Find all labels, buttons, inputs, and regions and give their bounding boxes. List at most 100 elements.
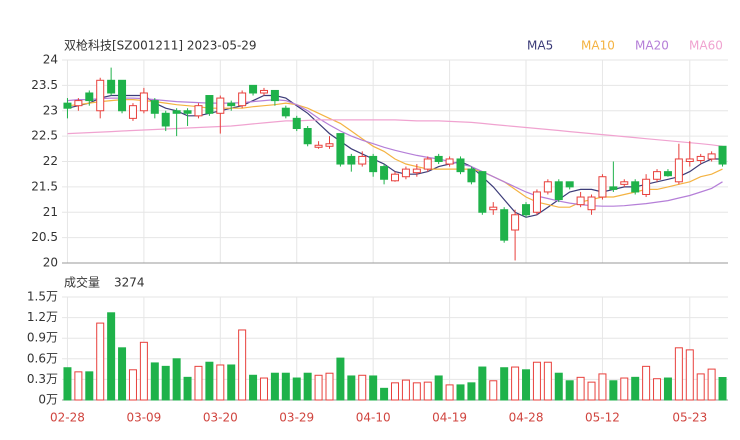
candle-body	[554, 181, 563, 201]
volume-last-value: 3274	[114, 276, 145, 290]
candle-body	[238, 92, 247, 107]
volume-bar	[609, 380, 618, 401]
y-tick-label: 22.5	[31, 129, 58, 143]
candle-body	[445, 158, 454, 165]
candle-body	[434, 155, 443, 163]
candle-body	[598, 176, 607, 198]
volume-bar	[445, 384, 454, 401]
candle-body	[63, 102, 72, 109]
volume-bar	[598, 373, 607, 401]
volume-bar	[249, 374, 258, 401]
candle-body	[401, 168, 410, 178]
volume-bar	[674, 347, 683, 401]
candle-body	[336, 133, 345, 165]
y-tick-label: 22	[43, 154, 58, 168]
volume-bar	[412, 382, 421, 401]
legend-entry: MA5	[527, 39, 553, 53]
legend-entry: MA20	[635, 39, 669, 53]
candle-body	[139, 92, 148, 112]
candle-body	[281, 107, 290, 117]
volume-bar	[685, 349, 694, 401]
volume-bar	[707, 368, 716, 401]
y-tick-label: 1.5万	[27, 290, 58, 304]
candle-body	[96, 79, 105, 112]
candle-body	[303, 128, 312, 145]
candle-body	[696, 155, 705, 161]
candle-body	[565, 181, 574, 188]
candle-body	[718, 145, 727, 165]
volume-bar	[467, 382, 476, 401]
candle-body	[85, 92, 94, 102]
x-tick-label: 05-12	[585, 411, 620, 425]
candle-body	[587, 196, 596, 211]
volume-bar	[554, 372, 563, 401]
candle-body	[369, 155, 378, 173]
volume-bar	[423, 381, 432, 401]
y-tick-label: 0.9万	[27, 331, 58, 345]
volume-bar	[511, 366, 520, 401]
candle-body	[292, 117, 301, 130]
x-tick-label: 04-28	[509, 411, 544, 425]
volume-bar	[161, 365, 170, 401]
volume-bar	[369, 375, 378, 401]
volume-bar	[139, 341, 148, 401]
volume-bar	[227, 364, 236, 401]
candle-body	[249, 84, 258, 94]
y-tick-label: 1.2万	[27, 310, 58, 324]
candle-body	[511, 214, 520, 231]
candle-body	[489, 206, 498, 211]
volume-title: 成交量	[64, 275, 100, 290]
volume-bar	[63, 367, 72, 401]
volume-bar	[543, 361, 552, 401]
candle-body	[642, 178, 651, 195]
x-tick-label: 03-20	[203, 411, 238, 425]
candle-body	[194, 105, 203, 117]
legend-entry: MA60	[689, 39, 723, 53]
y-tick-label: 20	[43, 256, 58, 270]
volume-bar	[478, 366, 487, 401]
candle-body	[467, 168, 476, 183]
volume-bar	[456, 384, 465, 401]
candle-body	[128, 105, 137, 119]
volume-bar	[391, 382, 399, 401]
candle-body	[380, 166, 389, 180]
candle-body	[259, 89, 268, 94]
candle-body	[456, 158, 465, 173]
volume-bar	[401, 379, 410, 401]
volume-bar	[489, 380, 498, 401]
candle-body	[172, 110, 181, 114]
ma-line	[67, 97, 723, 207]
volume-bar	[522, 369, 531, 401]
candle-body	[270, 89, 279, 102]
volume-bar	[434, 375, 443, 401]
volume-bar	[587, 381, 596, 401]
candle-body	[107, 79, 116, 94]
candle-body	[325, 143, 334, 147]
volume-bar	[118, 347, 127, 401]
candle-body	[532, 191, 541, 213]
volume-bar	[270, 372, 279, 401]
volume-bar	[85, 371, 94, 401]
x-tick-label: 03-29	[279, 411, 314, 425]
candle-body	[500, 209, 509, 241]
volume-bar	[292, 377, 301, 401]
candle-body	[216, 97, 225, 114]
volume-bar	[653, 378, 662, 401]
x-tick-label: 05-23	[672, 411, 707, 425]
x-tick-label: 03-09	[126, 411, 161, 425]
candle-body	[478, 171, 487, 213]
volume-bar	[172, 358, 181, 401]
volume-bar	[500, 367, 509, 401]
volume-bar	[336, 357, 345, 401]
volume-bar	[532, 361, 541, 401]
volume-bar	[347, 375, 356, 401]
candle-body	[412, 168, 421, 174]
x-tick-label: 04-10	[356, 411, 391, 425]
y-tick-label: 21	[43, 205, 58, 219]
y-tick-label: 23	[43, 103, 58, 117]
x-tick-label: 02-28	[50, 411, 85, 425]
y-tick-label: 24	[43, 53, 58, 67]
volume-bar	[663, 377, 672, 401]
volume-bar	[380, 387, 389, 401]
